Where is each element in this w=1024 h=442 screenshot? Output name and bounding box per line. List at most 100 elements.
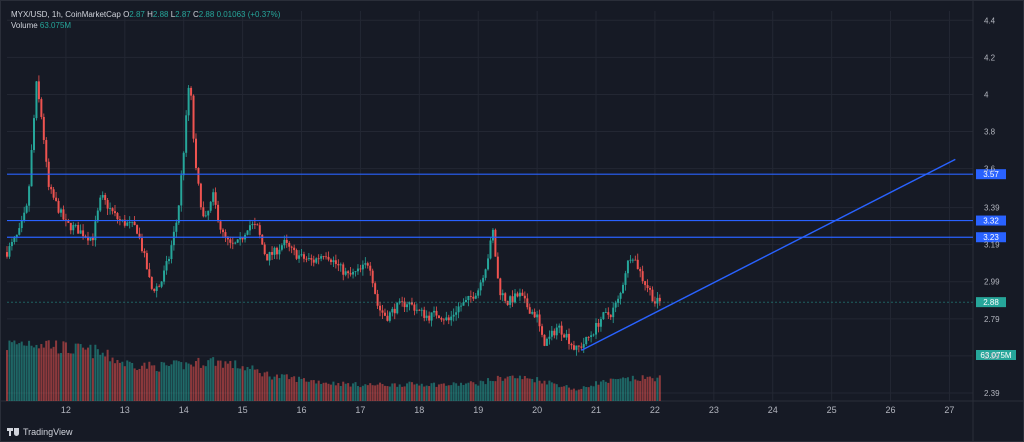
volume-bar — [283, 374, 286, 401]
candle-body — [192, 95, 195, 139]
volume-bar — [653, 381, 656, 401]
tradingview-logo[interactable]: TradingView — [7, 427, 73, 437]
candle-body — [133, 221, 136, 226]
candle-body — [472, 296, 475, 299]
y-tick-label: 4 — [984, 90, 989, 99]
candle-body — [455, 312, 458, 315]
candles — [6, 75, 661, 356]
symbol-label[interactable]: MYX/USD, 1h, CoinMarketCap — [11, 10, 121, 19]
candle-body — [13, 237, 16, 242]
volume-bar — [263, 372, 266, 401]
volume-bar — [89, 344, 92, 401]
volume-bar — [521, 379, 524, 401]
candle-body — [467, 296, 470, 301]
candle-body — [622, 284, 625, 293]
volume-bar — [506, 376, 509, 401]
candle-body — [553, 330, 556, 336]
volume-bar — [339, 386, 342, 401]
x-tick-label: 24 — [768, 405, 778, 415]
candle-body — [410, 302, 413, 305]
trendline-segment — [580, 158, 956, 351]
volume-bar — [327, 383, 330, 401]
volume-bar — [8, 340, 11, 401]
volume-bar — [420, 383, 423, 401]
volume-bar — [528, 378, 531, 401]
candle-body — [182, 152, 185, 176]
candle-body — [511, 296, 514, 303]
candle-body — [219, 221, 222, 230]
candle-body — [631, 259, 634, 261]
volume-bar — [474, 384, 477, 401]
candle-body — [629, 259, 632, 261]
volume-bar — [180, 362, 183, 401]
candle-body — [101, 195, 104, 198]
candle-body — [599, 319, 602, 327]
change-value: 0.01063 (+0.37%) — [216, 10, 281, 19]
candle-body — [619, 292, 622, 299]
volume-bar — [467, 382, 470, 401]
volume-label[interactable]: Volume — [11, 21, 38, 30]
candle-body — [140, 238, 143, 252]
candle-body — [371, 270, 374, 284]
candle-body — [408, 302, 411, 305]
volume-bar — [656, 377, 659, 401]
candle-body — [82, 230, 85, 237]
trendline[interactable] — [580, 158, 956, 351]
volume-bar — [413, 384, 416, 401]
volume-bar — [13, 340, 16, 401]
volume-bar — [199, 367, 202, 401]
candle-body — [354, 271, 357, 273]
candle-body — [550, 330, 553, 337]
volume-bar — [359, 387, 362, 401]
volume-bar — [550, 382, 553, 401]
y-tick-label: 4.4 — [984, 16, 996, 25]
volume-bar — [342, 381, 345, 401]
volume-bar — [437, 384, 440, 401]
volume-bar — [55, 340, 58, 401]
volume-bar — [388, 386, 391, 401]
candle-body — [469, 296, 472, 297]
volume-bar — [15, 344, 18, 401]
open-value: 2.87 — [129, 10, 145, 19]
current-price-label: 2.88 — [983, 298, 999, 307]
tradingview-icon — [7, 428, 19, 436]
volume-bar — [35, 344, 38, 401]
volume-bar — [246, 367, 249, 401]
volume-bar — [381, 384, 384, 401]
volume-bar — [415, 383, 418, 401]
volume-bar — [138, 368, 141, 401]
close-value: 2.88 — [198, 10, 215, 19]
volume-bar — [52, 346, 55, 401]
x-tick-label: 14 — [179, 405, 189, 415]
candle-body — [221, 229, 224, 233]
volume-bar — [526, 378, 529, 401]
candle-body — [298, 255, 301, 259]
candle-body — [77, 225, 80, 234]
legend: MYX/USD, 1h, CoinMarketCap O2.87 H2.88 L… — [11, 10, 280, 30]
candle-body — [94, 221, 97, 241]
candle-body — [55, 197, 58, 201]
volume-bar — [310, 380, 313, 401]
volume-bar — [575, 390, 578, 401]
candle-body — [295, 250, 298, 259]
y-tick-label: 3.19 — [984, 241, 1000, 250]
candle-body — [131, 221, 134, 223]
candle-body — [374, 283, 377, 294]
volume-bar — [194, 361, 197, 401]
candle-body — [45, 140, 48, 162]
candle-body — [577, 345, 580, 347]
candle-body — [109, 208, 112, 209]
volume-bar — [285, 374, 288, 401]
candle-body — [575, 345, 578, 350]
volume-bar — [484, 384, 487, 401]
volume-bar — [626, 377, 629, 401]
candle-body — [538, 314, 541, 327]
volume-bar — [57, 353, 60, 401]
candle-body — [160, 281, 163, 287]
volume-bar — [202, 365, 205, 401]
candle-body — [477, 290, 480, 296]
candle-body — [504, 293, 507, 301]
candle-body — [180, 175, 183, 206]
horizontal-levels[interactable]: 3.57 3.32 3.23 2.88 63.075M — [7, 169, 1016, 360]
